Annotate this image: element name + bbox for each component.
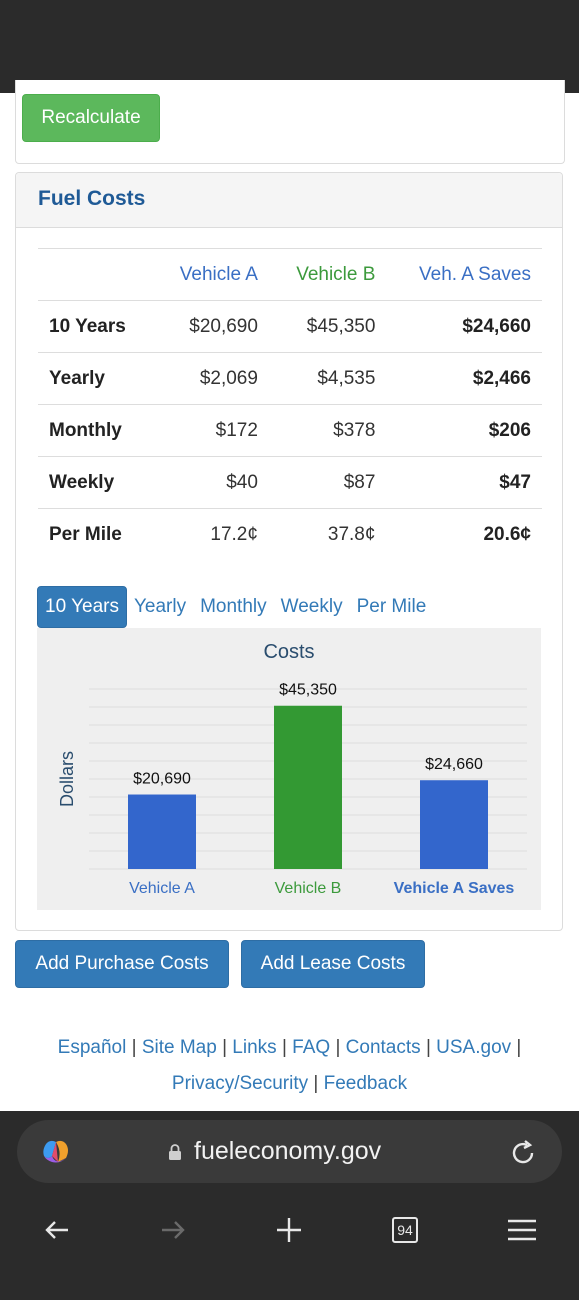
menu-button[interactable] [498, 1206, 546, 1254]
tab-monthly[interactable]: Monthly [200, 596, 267, 617]
url-text[interactable]: fueleconomy.gov [194, 1137, 382, 1165]
hamburger-menu-icon [508, 1219, 536, 1241]
row-label: Per Mile [38, 508, 153, 560]
tab-count: 94 [397, 1222, 413, 1238]
chart-value-label: $20,690 [133, 771, 191, 788]
copilot-icon[interactable] [40, 1136, 72, 1168]
vehicle-b-cost: $4,535 [268, 352, 387, 405]
savings-value: $206 [386, 404, 542, 457]
table-row: 10 Years $20,690 $45,350 $24,660 [38, 300, 542, 353]
savings-value: $47 [386, 456, 542, 509]
column-header-empty [38, 248, 153, 301]
footer-link-faq[interactable]: FAQ [292, 1037, 331, 1058]
savings-value: $24,660 [386, 300, 542, 353]
forward-button[interactable] [149, 1206, 197, 1254]
vehicle-b-cost: $378 [268, 404, 387, 457]
vehicle-a-cost: $40 [152, 456, 269, 509]
plus-icon [277, 1218, 301, 1242]
tabs-button[interactable]: 94 [381, 1206, 429, 1254]
table-row: Weekly $40 $87 $47 [38, 456, 542, 509]
footer-line-1: Español | Site Map | Links | FAQ | Conta… [0, 1030, 579, 1066]
reload-icon[interactable] [508, 1138, 538, 1168]
chart-category-label: Vehicle A [129, 880, 195, 897]
row-label: Weekly [38, 456, 153, 509]
footer-link-site-map[interactable]: Site Map [141, 1037, 217, 1058]
table-row: Yearly $2,069 $4,535 $2,466 [38, 352, 542, 405]
fuel-costs-table: Vehicle A Vehicle B Veh. A Saves 10 Year… [38, 248, 542, 560]
savings-value: $2,466 [386, 352, 542, 405]
footer-link-privacy-security[interactable]: Privacy/Security [171, 1073, 309, 1094]
row-label: 10 Years [38, 300, 153, 353]
table-row: Monthly $172 $378 $206 [38, 404, 542, 457]
tab-10-years[interactable]: 10 Years [37, 586, 127, 628]
tab-weekly[interactable]: Weekly [280, 596, 343, 617]
panel-header: Fuel Costs [16, 173, 562, 228]
footer-separator: | [131, 1037, 137, 1058]
column-header-vehicle-a: Vehicle A [152, 248, 269, 301]
chart-bar [274, 705, 342, 869]
vehicle-b-cost: 37.8¢ [268, 508, 387, 560]
period-tabs: 10 Years Yearly Monthly Weekly Per Mile [37, 586, 433, 628]
back-button[interactable] [33, 1206, 81, 1254]
chart-value-label: $24,660 [425, 756, 483, 773]
address-bar[interactable] [17, 1120, 562, 1183]
recalculate-button[interactable]: Recalculate [22, 94, 160, 142]
lock-icon [168, 1144, 182, 1161]
vehicle-a-cost: $172 [152, 404, 269, 457]
chart-bar [128, 794, 196, 869]
chart-category-label: Vehicle B [275, 880, 342, 897]
footer-link-feedback[interactable]: Feedback [323, 1073, 408, 1094]
chart-title: Costs [263, 641, 314, 663]
footer-separator: | [516, 1037, 522, 1058]
vehicle-a-cost: $20,690 [152, 300, 269, 353]
footer-separator: | [313, 1073, 319, 1094]
footer-separator: | [222, 1037, 228, 1058]
vehicle-a-cost: 17.2¢ [152, 508, 269, 560]
footer-link-espanol[interactable]: Español [57, 1037, 127, 1058]
chart-bar [420, 780, 488, 869]
vehicle-a-cost: $2,069 [152, 352, 269, 405]
footer-links: Español | Site Map | Links | FAQ | Conta… [0, 1030, 579, 1102]
row-label: Monthly [38, 404, 153, 457]
add-lease-costs-button[interactable]: Add Lease Costs [241, 940, 425, 988]
chart-y-axis-label: Dollars [57, 751, 77, 807]
vehicle-b-cost: $87 [268, 456, 387, 509]
footer-separator: | [281, 1037, 287, 1058]
column-header-vehicle-b: Vehicle B [268, 248, 387, 301]
table-header-row: Vehicle A Vehicle B Veh. A Saves [38, 248, 542, 301]
tab-count-icon: 94 [392, 1217, 418, 1243]
costs-chart-svg: Costs Dollars $20,690 Vehicle A $45,350 Vehic… [57, 641, 527, 897]
tab-yearly[interactable]: Yearly [133, 596, 187, 617]
chart-category-label: Vehicle A Saves [394, 880, 515, 897]
column-header-saves: Veh. A Saves [386, 248, 542, 301]
arrow-left-icon [45, 1221, 68, 1239]
arrow-right-icon [162, 1221, 185, 1239]
footer-separator: | [425, 1037, 431, 1058]
add-purchase-costs-button[interactable]: Add Purchase Costs [15, 940, 229, 988]
savings-value: 20.6¢ [386, 508, 542, 560]
row-label: Yearly [38, 352, 153, 405]
new-tab-button[interactable] [265, 1206, 313, 1254]
panel-title: Fuel Costs [38, 187, 146, 210]
costs-chart: Costs Dollars $20,690 Vehicle A $45,350 Vehic… [37, 628, 541, 910]
footer-separator: | [335, 1037, 341, 1058]
footer-link-usa-gov[interactable]: USA.gov [436, 1037, 512, 1058]
footer-line-2: Privacy/Security | Feedback [0, 1066, 579, 1102]
footer-link-links[interactable]: Links [232, 1037, 277, 1058]
footer-link-contacts[interactable]: Contacts [345, 1037, 421, 1058]
status-bar [0, 0, 579, 93]
table-row: Per Mile 17.2¢ 37.8¢ 20.6¢ [38, 508, 542, 560]
vehicle-b-cost: $45,350 [268, 300, 387, 353]
chart-value-label: $45,350 [279, 682, 337, 699]
tab-per-mile[interactable]: Per Mile [356, 596, 427, 617]
